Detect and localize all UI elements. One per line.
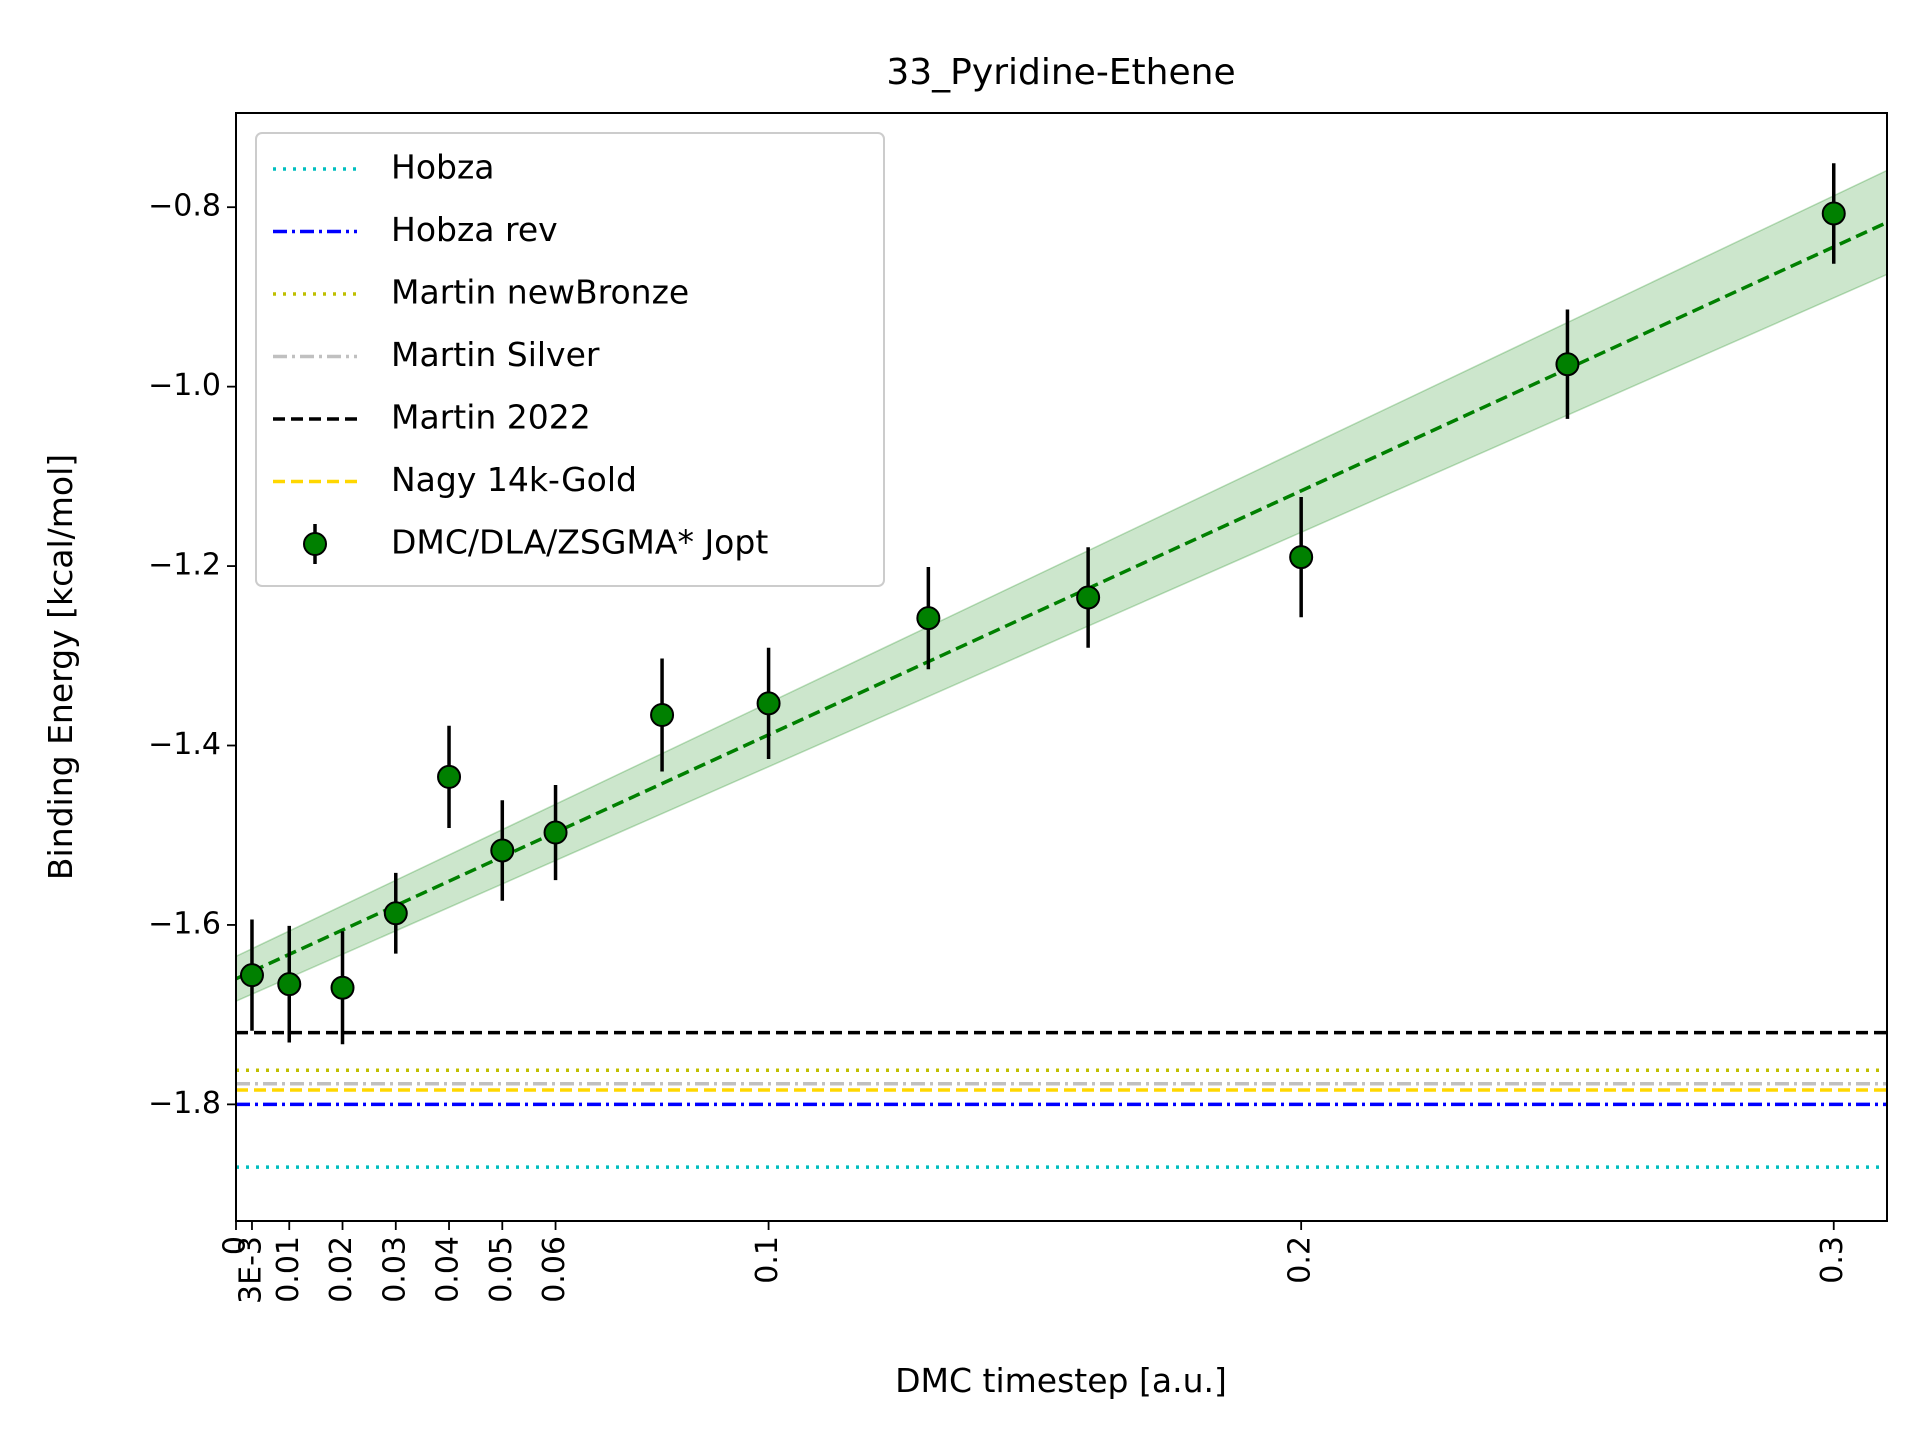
data-point xyxy=(650,702,675,727)
y-tick-label: −0.8 xyxy=(148,189,221,224)
y-axis-label: Binding Energy [kcal/mol] xyxy=(41,454,80,880)
fit-line xyxy=(236,220,1887,981)
x-tick-label: 0.06 xyxy=(537,1236,572,1303)
x-tick-label: 3E-3 xyxy=(233,1236,268,1304)
x-tick-label: 0.03 xyxy=(377,1236,412,1303)
data-point xyxy=(1289,545,1314,570)
x-axis-label: DMC timestep [a.u.] xyxy=(895,1361,1227,1400)
fit-confidence-band xyxy=(236,169,1887,1003)
legend: Hobza Hobza rev Martin newBronze Martin Sil… xyxy=(255,132,885,587)
data-point xyxy=(277,972,302,997)
data-point xyxy=(437,764,462,789)
y-tick-label: −1.0 xyxy=(148,368,221,403)
legend-label-4: Martin 2022 xyxy=(391,398,591,437)
y-tick-label: −1.4 xyxy=(148,727,221,762)
data-point xyxy=(1076,585,1101,610)
plot-area xyxy=(236,163,1887,1169)
x-tick-label: 0.3 xyxy=(1815,1236,1850,1284)
x-tick-label: 0.1 xyxy=(750,1236,785,1284)
y-tick-label: −1.8 xyxy=(148,1086,221,1121)
data-point xyxy=(239,963,264,988)
plot-frame xyxy=(235,112,1888,1222)
y-tick-label: −1.2 xyxy=(148,548,221,583)
data-point xyxy=(1821,201,1846,226)
legend-label-1: Hobza rev xyxy=(391,210,558,249)
legend-box xyxy=(255,132,885,587)
x-tick-label: 0.04 xyxy=(431,1236,466,1303)
x-axis: 03E-3 0.01 0.02 0.03 0.04 0.05 0.06 0.1 0.2 0.3 xyxy=(218,1221,1850,1304)
y-tick-label: −1.6 xyxy=(148,906,221,941)
legend-label-2: Martin newBronze xyxy=(391,273,689,312)
x-tick-label: 0.01 xyxy=(271,1236,306,1303)
legend-label-series: DMC/DLA/ZSGMA* Jopt xyxy=(391,523,768,562)
data-point xyxy=(1555,352,1580,377)
data-point xyxy=(330,975,355,1000)
y-axis: −0.8 −1.0 −1.2 −1.4 −1.6 −1.8 xyxy=(148,189,236,1121)
x-tick-label: 0.2 xyxy=(1283,1236,1318,1284)
x-tick-label: 0 xyxy=(218,1236,253,1255)
data-point xyxy=(756,691,781,716)
data-point xyxy=(916,606,941,631)
x-tick-label: 0.02 xyxy=(324,1236,359,1303)
legend-label-5: Nagy 14k-Gold xyxy=(391,460,637,499)
legend-label-0: Hobza xyxy=(391,148,495,187)
x-tick-label: 0.05 xyxy=(484,1236,519,1303)
data-point xyxy=(383,901,408,926)
data-point xyxy=(490,838,515,863)
data-point xyxy=(543,820,568,845)
legend-swatch-marker xyxy=(303,532,327,556)
legend-label-3: Martin Silver xyxy=(391,335,600,374)
chart-title: 33_Pyridine-Ethene xyxy=(886,52,1235,93)
